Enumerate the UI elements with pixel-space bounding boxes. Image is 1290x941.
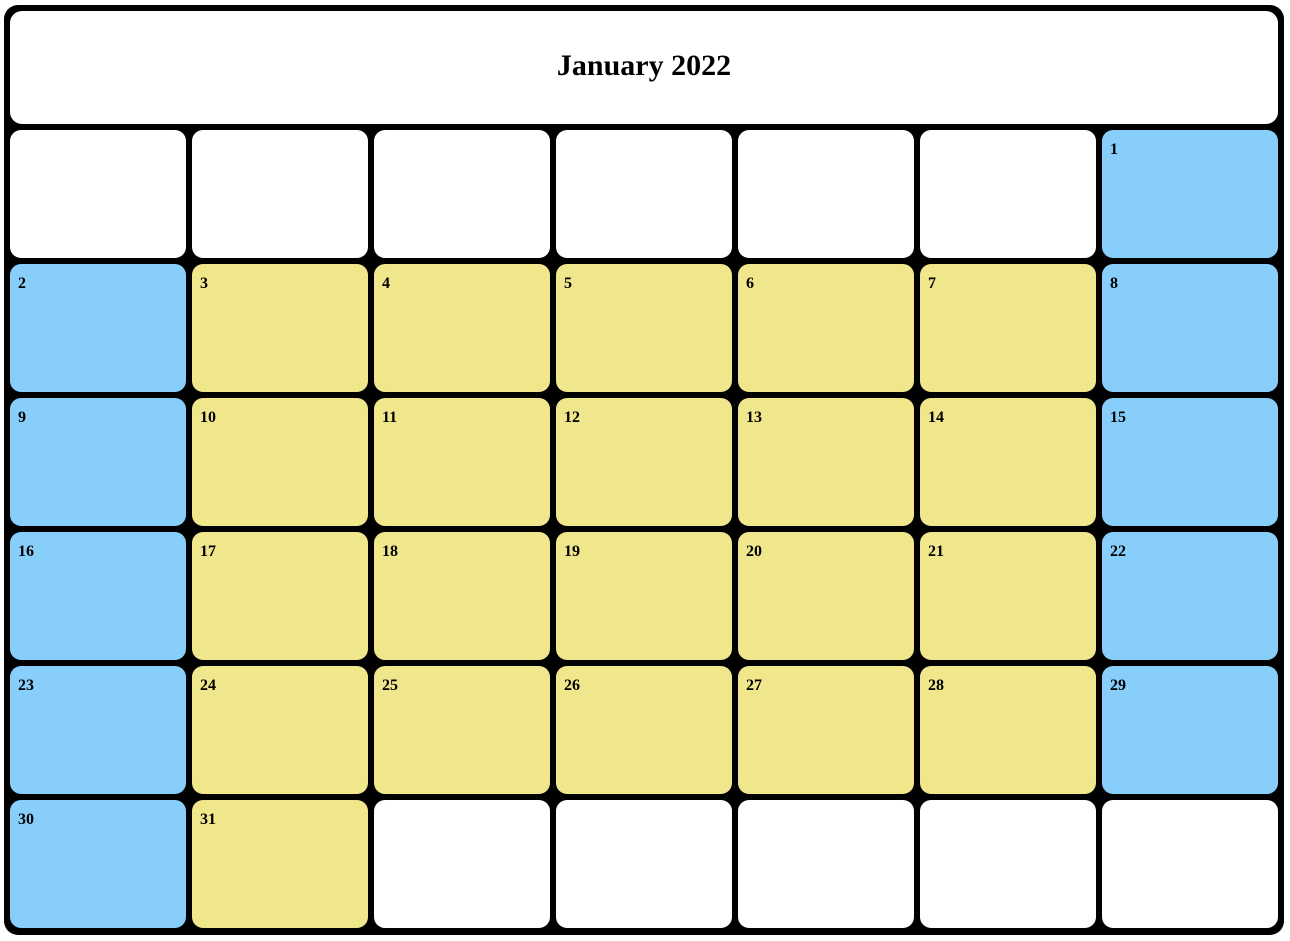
day-cell-16[interactable]: 16: [10, 532, 186, 660]
day-number: 15: [1110, 409, 1126, 426]
day-cell-27[interactable]: 27: [738, 666, 914, 794]
day-cell-21[interactable]: 21: [920, 532, 1096, 660]
day-cell-12[interactable]: 12: [556, 398, 732, 526]
day-cell-9[interactable]: 9: [10, 398, 186, 526]
day-number: 22: [1110, 543, 1126, 560]
empty-cell: [556, 130, 732, 258]
day-number: 4: [382, 275, 390, 292]
day-number: 10: [200, 409, 216, 426]
empty-cell: [920, 130, 1096, 258]
day-cell-25[interactable]: 25: [374, 666, 550, 794]
day-cell-18[interactable]: 18: [374, 532, 550, 660]
calendar: January 2022 1 2 3 4 5 6 7 8 9 10 11 12 13 14 15 16 17 18…: [4, 5, 1284, 935]
day-cell-24[interactable]: 24: [192, 666, 368, 794]
day-cell-11[interactable]: 11: [374, 398, 550, 526]
day-number: 19: [564, 543, 580, 560]
day-cell-20[interactable]: 20: [738, 532, 914, 660]
day-cell-1[interactable]: 1: [1102, 130, 1278, 258]
day-number: 23: [18, 677, 34, 694]
day-cell-6[interactable]: 6: [738, 264, 914, 392]
day-cell-4[interactable]: 4: [374, 264, 550, 392]
day-number: 16: [18, 543, 34, 560]
day-cell-30[interactable]: 30: [10, 800, 186, 928]
day-cell-10[interactable]: 10: [192, 398, 368, 526]
day-number: 21: [928, 543, 944, 560]
day-cell-28[interactable]: 28: [920, 666, 1096, 794]
empty-cell: [374, 130, 550, 258]
day-number: 17: [200, 543, 216, 560]
day-number: 11: [382, 409, 398, 426]
day-number: 2: [18, 275, 26, 292]
day-cell-8[interactable]: 8: [1102, 264, 1278, 392]
day-number: 27: [746, 677, 762, 694]
empty-cell: [738, 130, 914, 258]
day-number: 13: [746, 409, 762, 426]
day-number: 29: [1110, 677, 1126, 694]
day-number: 6: [746, 275, 754, 292]
calendar-header: January 2022: [10, 11, 1278, 124]
empty-cell: [556, 800, 732, 928]
day-cell-5[interactable]: 5: [556, 264, 732, 392]
day-number: 1: [1110, 141, 1118, 158]
day-number: 18: [382, 543, 398, 560]
day-cell-22[interactable]: 22: [1102, 532, 1278, 660]
day-number: 9: [18, 409, 26, 426]
day-number: 14: [928, 409, 944, 426]
month-title: January 2022: [556, 48, 732, 82]
day-number: 12: [564, 409, 580, 426]
day-number: 31: [200, 811, 216, 828]
day-cell-15[interactable]: 15: [1102, 398, 1278, 526]
day-number: 28: [928, 677, 944, 694]
day-cell-26[interactable]: 26: [556, 666, 732, 794]
day-number: 5: [564, 275, 572, 292]
day-number: 7: [928, 275, 936, 292]
empty-cell: [1102, 800, 1278, 928]
day-cell-2[interactable]: 2: [10, 264, 186, 392]
day-cell-7[interactable]: 7: [920, 264, 1096, 392]
day-cell-29[interactable]: 29: [1102, 666, 1278, 794]
day-number: 25: [382, 677, 398, 694]
day-cell-31[interactable]: 31: [192, 800, 368, 928]
day-number: 24: [200, 677, 216, 694]
calendar-grid: 1 2 3 4 5 6 7 8 9 10 11 12 13 14 15 16 17 18 19 20 21 22 23 24 2…: [10, 130, 1278, 928]
empty-cell: [374, 800, 550, 928]
day-number: 8: [1110, 275, 1118, 292]
day-number: 26: [564, 677, 580, 694]
day-cell-13[interactable]: 13: [738, 398, 914, 526]
empty-cell: [192, 130, 368, 258]
empty-cell: [920, 800, 1096, 928]
day-number: 20: [746, 543, 762, 560]
day-cell-19[interactable]: 19: [556, 532, 732, 660]
day-cell-14[interactable]: 14: [920, 398, 1096, 526]
day-cell-23[interactable]: 23: [10, 666, 186, 794]
day-cell-17[interactable]: 17: [192, 532, 368, 660]
day-number: 3: [200, 275, 208, 292]
day-number: 30: [18, 811, 34, 828]
empty-cell: [738, 800, 914, 928]
empty-cell: [10, 130, 186, 258]
day-cell-3[interactable]: 3: [192, 264, 368, 392]
